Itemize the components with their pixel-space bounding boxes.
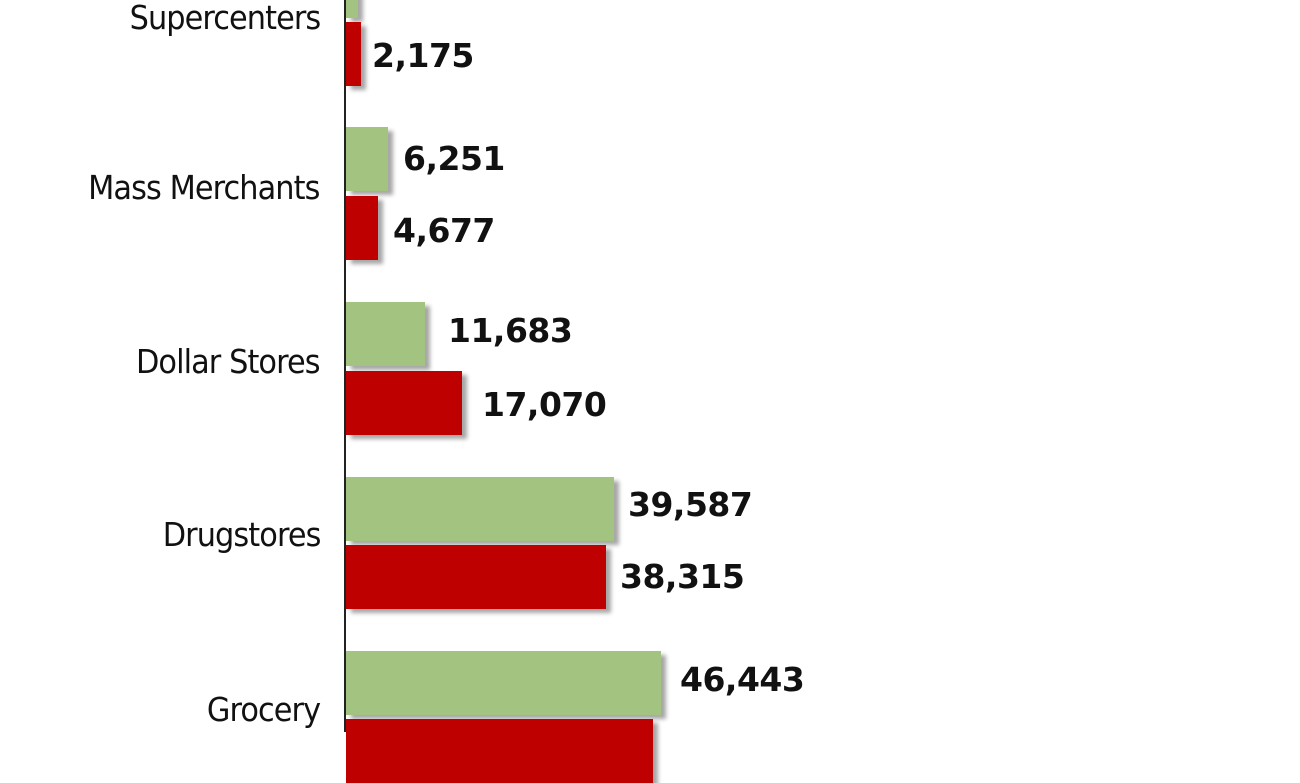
bar-mass-merchants-red [346, 196, 378, 260]
value-label-mass-merchants-green: 6,251 [403, 139, 505, 178]
bar-drugstores-red [346, 545, 606, 609]
value-label-drugstores-red: 38,315 [620, 557, 745, 596]
y-axis-line [344, 0, 346, 732]
bar-drugstores-green [346, 477, 614, 541]
bar-dollar-stores-green [346, 302, 425, 366]
bar-grocery-green [346, 651, 661, 715]
horizontal-bar-chart: Supercenters , 2,175 Mass Merchants 6,25… [88, 0, 805, 783]
bar-supercenters-green [346, 0, 358, 18]
category-label-drugstores: Drugstores [162, 515, 321, 554]
value-label-mass-merchants-red: 4,677 [393, 211, 495, 250]
category-label-supercenters: Supercenters [129, 0, 321, 37]
value-label-grocery-green: 46,443 [680, 660, 805, 699]
value-label-drugstores-green: 39,587 [628, 485, 753, 524]
bar-supercenters-red [346, 22, 361, 86]
category-label-grocery: Grocery [206, 690, 321, 729]
category-label-mass-merchants: Mass Merchants [88, 168, 321, 207]
value-label-dollar-stores-green: 11,683 [448, 311, 573, 350]
bar-dollar-stores-red [346, 371, 462, 435]
bar-grocery-red [346, 719, 653, 783]
value-label-dollar-stores-red: 17,070 [482, 385, 607, 424]
category-label-dollar-stores: Dollar Stores [136, 342, 321, 381]
bar-mass-merchants-green [346, 127, 388, 191]
value-label-supercenters-red: 2,175 [372, 36, 474, 75]
